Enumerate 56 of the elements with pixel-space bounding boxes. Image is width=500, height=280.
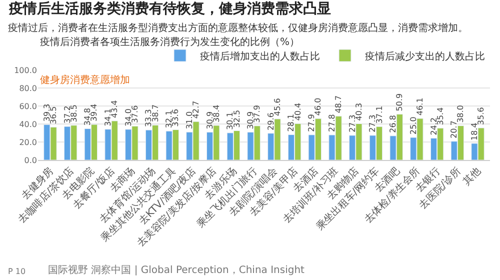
y-tick-label: 60.0 [19, 102, 37, 111]
legend-label: 疫情后增加支出的人数占比 [200, 50, 320, 62]
data-label: 34.0 [124, 108, 133, 126]
data-label: 33.3 [144, 109, 154, 128]
data-label: 43.4 [110, 100, 120, 118]
data-label: 38.0 [456, 104, 466, 123]
legend-label: 疫情后减少支出的人数占比 [365, 50, 485, 62]
data-label: 27.9 [307, 114, 316, 132]
data-label: 39.4 [90, 104, 99, 122]
text: 国际视野 洞察中国 | Global Perception，China Insight [48, 264, 305, 276]
data-label: 27.3 [348, 114, 357, 132]
data-label: 36.5 [49, 106, 58, 124]
y-tick-label: 20.0 [19, 138, 37, 147]
data-label: 27.8 [327, 114, 336, 132]
text: P 10 [8, 267, 26, 276]
data-label: 35.6 [476, 107, 486, 125]
data-label: 38.4 [212, 104, 221, 122]
data-label: 29.6 [266, 112, 276, 130]
data-label: 46.0 [314, 98, 323, 116]
y-tick-label: 40.0 [19, 120, 37, 129]
data-label: 35.4 [436, 107, 445, 126]
data-label: 30.9 [205, 111, 214, 130]
text: 疫情后消费者各项生活服务消费行为发生变化的比例（%） [40, 36, 300, 48]
data-label: 32.5 [232, 110, 242, 128]
data-label: 40.4 [293, 102, 302, 121]
data-label: 48.7 [334, 95, 344, 114]
data-label: 37.2 [62, 106, 72, 124]
data-label: 26.8 [388, 115, 398, 133]
data-label: 40.3 [354, 102, 364, 121]
data-label: 34.1 [103, 108, 112, 126]
data-label: 28.1 [286, 114, 296, 132]
data-label: 27.3 [368, 114, 378, 132]
data-label: 37.9 [252, 105, 262, 123]
data-label: 39.3 [42, 104, 52, 122]
data-label: 25.0 [408, 116, 418, 134]
data-label: 18.4 [470, 122, 479, 140]
data-label: 30.1 [226, 112, 235, 130]
data-label: 50.9 [395, 93, 404, 112]
data-label: 38.5 [69, 104, 78, 122]
chart-subtitle: 疫情过后，消费者在生活服务型消费支出方面的意愿整体较低，仅健身房消费意愿凸显，消费需求增加。 [8, 22, 468, 34]
data-label: 46.1 [416, 98, 425, 116]
data-label: 38.7 [150, 104, 160, 122]
chart-title: 疫情后生活服务类消费有待恢复，健身消费需求凸显 [8, 0, 331, 17]
data-label: 37.6 [130, 105, 140, 124]
data-label: 33.6 [171, 108, 180, 127]
data-label: 37.1 [374, 106, 384, 124]
x-tick-label: 其他 [460, 165, 484, 188]
data-label: 20.7 [450, 120, 459, 138]
data-label: 45.6 [272, 98, 282, 116]
y-tick-label: 80.0 [19, 84, 37, 93]
annotation: 健身房消费意愿增加 [40, 74, 130, 86]
y-tick-label: 0.0 [24, 156, 37, 165]
data-label: 24.2 [429, 117, 438, 136]
data-label: 31.0 [184, 111, 194, 130]
y-tick-label: 100.0 [14, 66, 37, 75]
data-label: 42.7 [192, 100, 201, 119]
